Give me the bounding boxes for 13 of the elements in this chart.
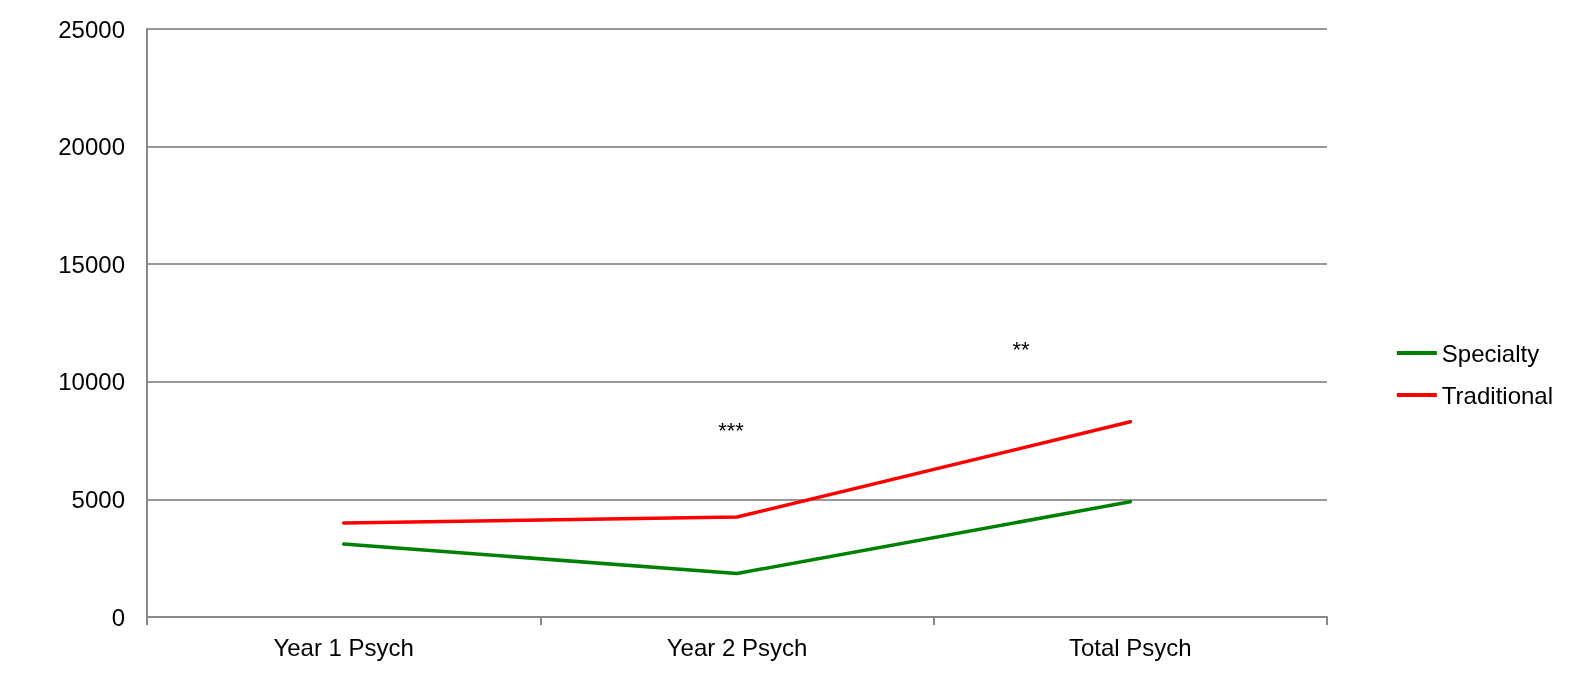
x-tick-label: Total Psych xyxy=(1068,633,1192,661)
y-tick-label: 0 xyxy=(111,603,125,631)
y-tick-label: 10000 xyxy=(58,368,125,396)
legend-label: Traditional xyxy=(1441,381,1554,409)
y-tick-label: 20000 xyxy=(58,133,125,161)
legend-label: Specialty xyxy=(1441,339,1540,367)
y-tick-label: 5000 xyxy=(71,485,125,513)
x-tick-label: Year 2 Psych xyxy=(666,633,808,661)
annotation: *** xyxy=(718,417,745,443)
annotation: ** xyxy=(1012,336,1030,362)
x-tick-label: Year 1 Psych xyxy=(273,633,414,661)
y-tick-label: 15000 xyxy=(58,250,125,278)
y-tick-label: 25000 xyxy=(58,15,125,43)
